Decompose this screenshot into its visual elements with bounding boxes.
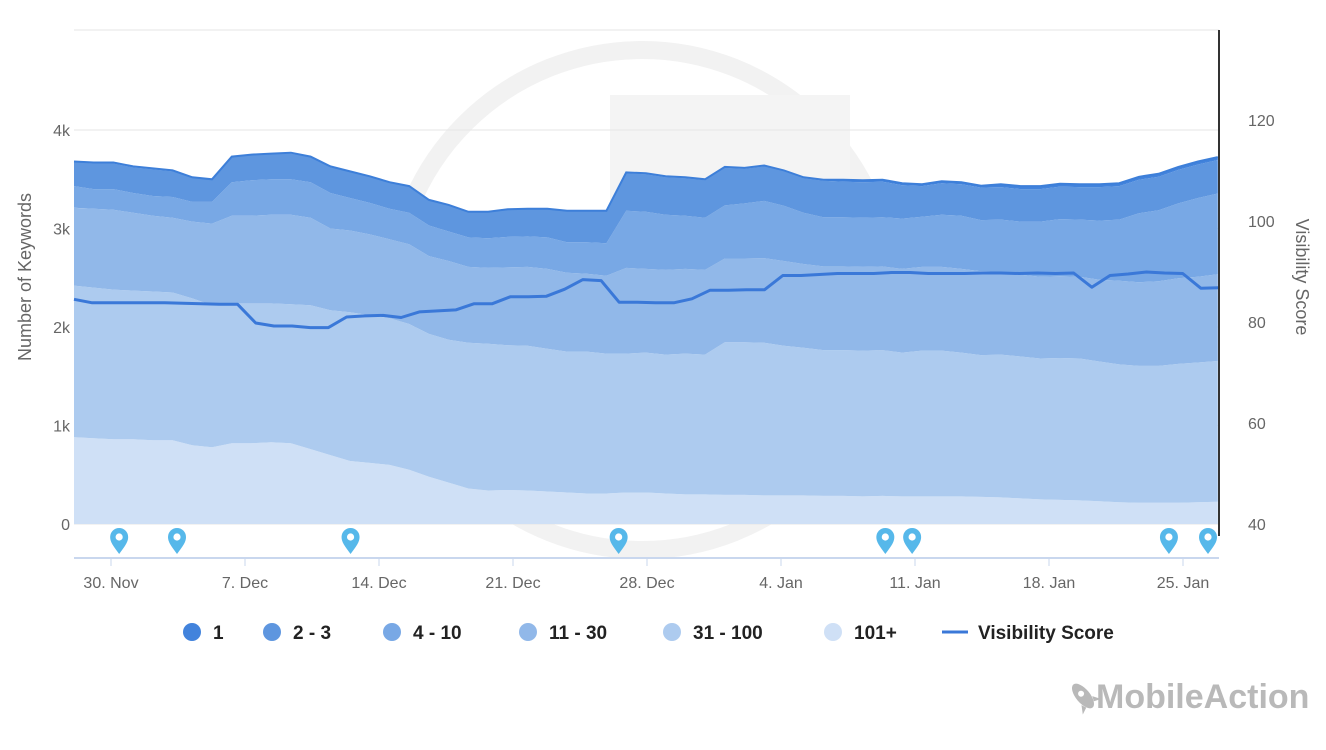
area-11-30[interactable] xyxy=(74,207,1218,366)
legend-swatch-dot xyxy=(824,623,842,641)
visibility-score-line[interactable] xyxy=(73,270,1220,330)
legend-label: 1 xyxy=(213,623,224,644)
y-right-tick-label: 120 xyxy=(1248,113,1275,130)
x-tick-label: 4. Jan xyxy=(759,575,803,592)
legend-item-5[interactable]: 101+ xyxy=(824,623,897,644)
map-pin-icon[interactable] xyxy=(609,528,628,554)
map-pin-icon[interactable] xyxy=(168,528,187,554)
brand-name: MobileAction xyxy=(1096,678,1309,716)
map-pin-icon[interactable] xyxy=(876,528,895,554)
y-right-tick-label: 40 xyxy=(1248,517,1266,534)
legend-swatch-dot xyxy=(183,623,201,641)
y-left-tick-label: 3k xyxy=(53,222,71,239)
stacked-area-series xyxy=(73,151,1219,524)
y-right-axis-title: Visibility Score xyxy=(1292,219,1312,336)
x-tick-label: 30. Nov xyxy=(83,575,138,592)
legend-label: 11 - 30 xyxy=(549,623,607,644)
legend-swatch-dot xyxy=(263,623,281,641)
brand-logo: MobileAction xyxy=(1071,678,1309,716)
legend-label: 2 - 3 xyxy=(293,623,331,644)
x-tick-label: 14. Dec xyxy=(351,575,406,592)
legend-item-4[interactable]: 31 - 100 xyxy=(663,623,763,644)
legend-item-1[interactable]: 2 - 3 xyxy=(263,623,331,644)
legend-item-6[interactable]: Visibility Score xyxy=(942,623,1114,644)
y-left-tick-label: 0 xyxy=(61,517,70,534)
map-pin-icon[interactable] xyxy=(903,528,922,554)
x-tick-label: 7. Dec xyxy=(222,575,268,592)
area-31-100[interactable] xyxy=(74,285,1218,503)
legend-item-2[interactable]: 4 - 10 xyxy=(383,623,462,644)
y-left-tick-label: 1k xyxy=(53,419,71,436)
map-pin-icon[interactable] xyxy=(1199,528,1217,554)
legend-label: 101+ xyxy=(854,623,897,644)
map-pin-icon[interactable] xyxy=(110,528,129,554)
x-tick-label: 11. Jan xyxy=(889,575,940,592)
legend-swatch-dot xyxy=(663,623,681,641)
map-pin-icon[interactable] xyxy=(341,528,360,554)
rocket-icon xyxy=(1071,683,1102,715)
y-right-tick-label: 100 xyxy=(1248,214,1275,231)
legend-label: 4 - 10 xyxy=(413,623,462,644)
legend-item-3[interactable]: 11 - 30 xyxy=(519,623,607,644)
area-4-10[interactable] xyxy=(74,179,1218,283)
x-tick-label: 25. Jan xyxy=(1157,575,1209,592)
legend-label: 31 - 100 xyxy=(693,623,763,644)
legend-item-0[interactable]: 1 xyxy=(183,623,224,644)
y-right-tick-label: 60 xyxy=(1248,416,1266,433)
x-tick-label: 28. Dec xyxy=(619,575,674,592)
x-tick-label: 18. Jan xyxy=(1023,575,1075,592)
y-left-tick-label: 4k xyxy=(53,123,71,140)
visibility-line-series xyxy=(73,270,1220,330)
area-top-outline xyxy=(73,151,1219,213)
y-left-axis-title: Number of Keywords xyxy=(15,193,35,361)
area-2-3[interactable] xyxy=(74,153,1218,244)
event-markers xyxy=(110,528,1217,554)
y-left-tick-label: 2k xyxy=(53,320,71,337)
x-tick-label: 21. Dec xyxy=(485,575,540,592)
chart-legend: 1 2 - 3 4 - 10 11 - 30 31 - 100 101+ Visibilit… xyxy=(183,623,1114,644)
area-101[interactable] xyxy=(74,437,1218,524)
legend-label: Visibility Score xyxy=(978,623,1114,644)
map-pin-icon[interactable] xyxy=(1159,528,1178,554)
legend-swatch-dot xyxy=(519,623,537,641)
y-right-tick-label: 80 xyxy=(1248,315,1266,332)
chart-axes: 0 1k 2k 3k 4k 40 60 80 100 120 30. Nov 7. Dec 14. De… xyxy=(15,30,1312,592)
legend-swatch-dot xyxy=(383,623,401,641)
